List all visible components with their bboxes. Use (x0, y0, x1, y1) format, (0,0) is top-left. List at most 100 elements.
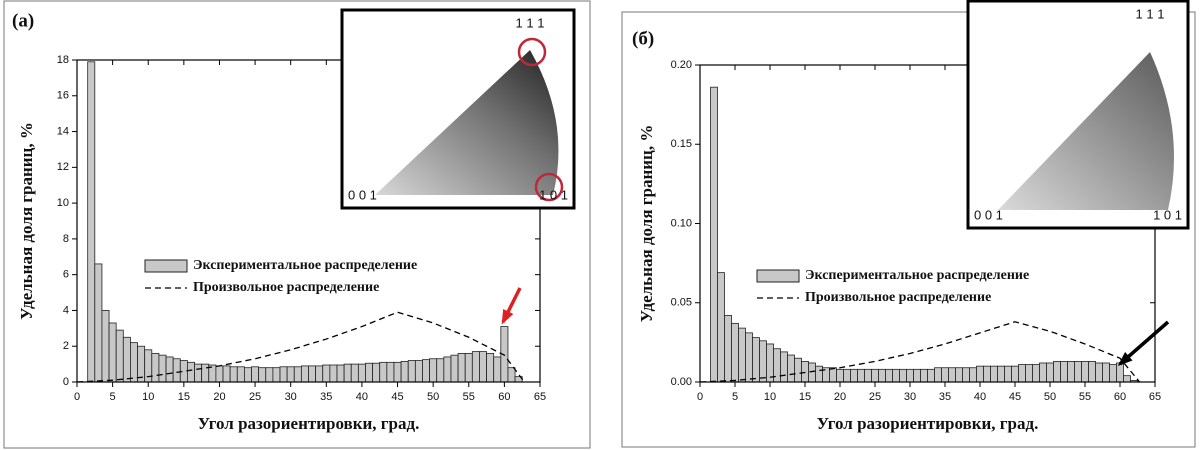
bar (970, 368, 977, 382)
bar (494, 357, 501, 382)
bar (444, 357, 451, 382)
bar (394, 362, 401, 382)
inset-label: 0 0 1 (348, 187, 377, 202)
inset-label: 0 0 1 (974, 207, 1003, 222)
bar (1103, 363, 1110, 382)
x-axis-title: Угол разориентировки, град. (817, 414, 1039, 433)
y-axis-title: Удельная доля границ, % (637, 125, 656, 323)
x-tick-label: 25 (869, 391, 881, 403)
bar (102, 310, 109, 382)
bar (718, 273, 725, 382)
x-tick-label: 30 (285, 391, 297, 403)
bar (387, 362, 394, 382)
x-tick-label: 10 (142, 391, 154, 403)
bar (458, 353, 465, 382)
bar (1124, 376, 1131, 382)
x-tick-label: 5 (732, 391, 738, 403)
bar (365, 363, 372, 382)
y-axis-title: Удельная доля границ, % (17, 122, 36, 320)
bar (949, 368, 956, 382)
panel-label: (б) (632, 28, 654, 49)
bar (914, 369, 921, 382)
bar (152, 353, 159, 382)
y-tick-label: 6 (63, 269, 69, 281)
y-tick-label: 14 (57, 125, 69, 137)
y-tick-label: 0.00 (671, 376, 692, 388)
bar (422, 360, 429, 382)
y-tick-label: 8 (63, 233, 69, 245)
bar (1047, 363, 1054, 382)
x-tick-label: 50 (1044, 391, 1056, 403)
x-tick-label: 65 (534, 391, 546, 403)
bar (837, 369, 844, 382)
inset-label: 1 1 1 (1136, 6, 1165, 21)
y-tick-label: 4 (63, 304, 69, 316)
inset-label: 1 1 1 (516, 15, 545, 30)
bar (886, 369, 893, 382)
bar (223, 366, 230, 382)
bar (259, 368, 266, 382)
bar (237, 367, 244, 382)
bar (273, 368, 280, 382)
x-tick-label: 60 (1114, 391, 1126, 403)
bar (351, 364, 358, 382)
x-axis-title: Угол разориентировки, град. (198, 414, 420, 433)
x-tick-label: 55 (463, 391, 475, 403)
bar (88, 62, 95, 382)
bar (437, 359, 444, 382)
legend-swatch (757, 270, 799, 282)
arrow-head (502, 309, 514, 325)
bar (858, 369, 865, 382)
bar (760, 341, 767, 382)
bar (451, 355, 458, 382)
bar (116, 330, 123, 382)
bar (900, 369, 907, 382)
x-tick-label: 5 (110, 391, 116, 403)
y-tick-label: 0 (63, 376, 69, 388)
bar (401, 361, 408, 382)
figure: (a)0510152025303540455055606502468101214… (0, 0, 1200, 450)
bar (479, 352, 486, 382)
bar (928, 369, 935, 382)
x-tick-label: 15 (178, 391, 190, 403)
x-tick-label: 60 (498, 391, 510, 403)
x-tick-label: 20 (213, 391, 225, 403)
bar (230, 367, 237, 382)
bar (1089, 361, 1096, 382)
legend-swatch (145, 260, 187, 272)
bar (373, 363, 380, 382)
bar (1005, 366, 1012, 382)
bar (216, 366, 223, 382)
bar (1040, 363, 1047, 382)
x-tick-label: 35 (939, 391, 951, 403)
bar (872, 369, 879, 382)
bar (942, 368, 949, 382)
bar (1054, 361, 1061, 382)
bar (408, 361, 415, 382)
y-tick-label: 10 (57, 197, 69, 209)
x-tick-label: 65 (1149, 391, 1161, 403)
bar (1012, 366, 1019, 382)
bar (956, 368, 963, 382)
bar (244, 368, 251, 382)
x-tick-label: 40 (356, 391, 368, 403)
bar (711, 87, 718, 382)
panel-label: (a) (12, 10, 34, 31)
bar (323, 365, 330, 382)
bar (977, 366, 984, 382)
legend-label: Произвольное распределение (193, 280, 379, 295)
bar (430, 359, 437, 382)
bar (984, 366, 991, 382)
bar (907, 369, 914, 382)
bar (1033, 365, 1040, 382)
bar (337, 365, 344, 382)
bar (508, 368, 515, 382)
x-tick-label: 55 (1079, 391, 1091, 403)
bar (830, 368, 837, 382)
bar (851, 369, 858, 382)
x-tick-label: 45 (391, 391, 403, 403)
y-tick-label: 2 (63, 340, 69, 352)
bar (781, 352, 788, 382)
bar (109, 323, 116, 382)
x-tick-label: 50 (427, 391, 439, 403)
